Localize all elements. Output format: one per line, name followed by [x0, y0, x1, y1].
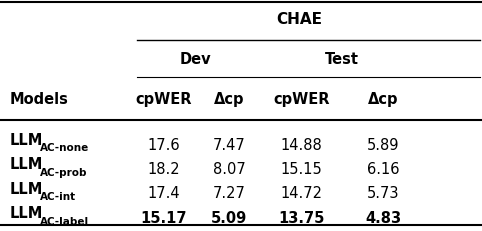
Text: Models: Models — [10, 92, 68, 107]
Text: 7.47: 7.47 — [213, 137, 245, 152]
Text: AC-none: AC-none — [40, 143, 89, 153]
Text: AC-int: AC-int — [40, 191, 76, 201]
Text: LLM: LLM — [10, 181, 43, 196]
Text: CHAE: CHAE — [276, 12, 322, 27]
Text: 17.4: 17.4 — [147, 185, 180, 200]
Text: AC-label: AC-label — [40, 216, 89, 226]
Text: 15.15: 15.15 — [281, 161, 322, 176]
Text: 15.17: 15.17 — [141, 210, 187, 225]
Text: Test: Test — [325, 52, 359, 66]
Text: LLM: LLM — [10, 157, 43, 172]
Text: Δcp: Δcp — [368, 92, 399, 107]
Text: AC-prob: AC-prob — [40, 167, 87, 177]
Text: Dev: Dev — [179, 52, 211, 66]
Text: 17.6: 17.6 — [147, 137, 180, 152]
Text: 6.16: 6.16 — [367, 161, 400, 176]
Text: LLM: LLM — [10, 205, 43, 220]
Text: 18.2: 18.2 — [147, 161, 180, 176]
Text: 7.27: 7.27 — [213, 185, 245, 200]
Text: 4.83: 4.83 — [365, 210, 401, 225]
Text: 14.72: 14.72 — [280, 185, 322, 200]
Text: 5.73: 5.73 — [367, 185, 400, 200]
Text: 13.75: 13.75 — [278, 210, 324, 225]
Text: 5.09: 5.09 — [211, 210, 247, 225]
Text: Δcp: Δcp — [214, 92, 244, 107]
Text: 5.89: 5.89 — [367, 137, 400, 152]
Text: LLM: LLM — [10, 132, 43, 147]
Text: 8.07: 8.07 — [213, 161, 245, 176]
Text: cpWER: cpWER — [135, 92, 192, 107]
Text: 14.88: 14.88 — [281, 137, 322, 152]
Text: cpWER: cpWER — [273, 92, 330, 107]
